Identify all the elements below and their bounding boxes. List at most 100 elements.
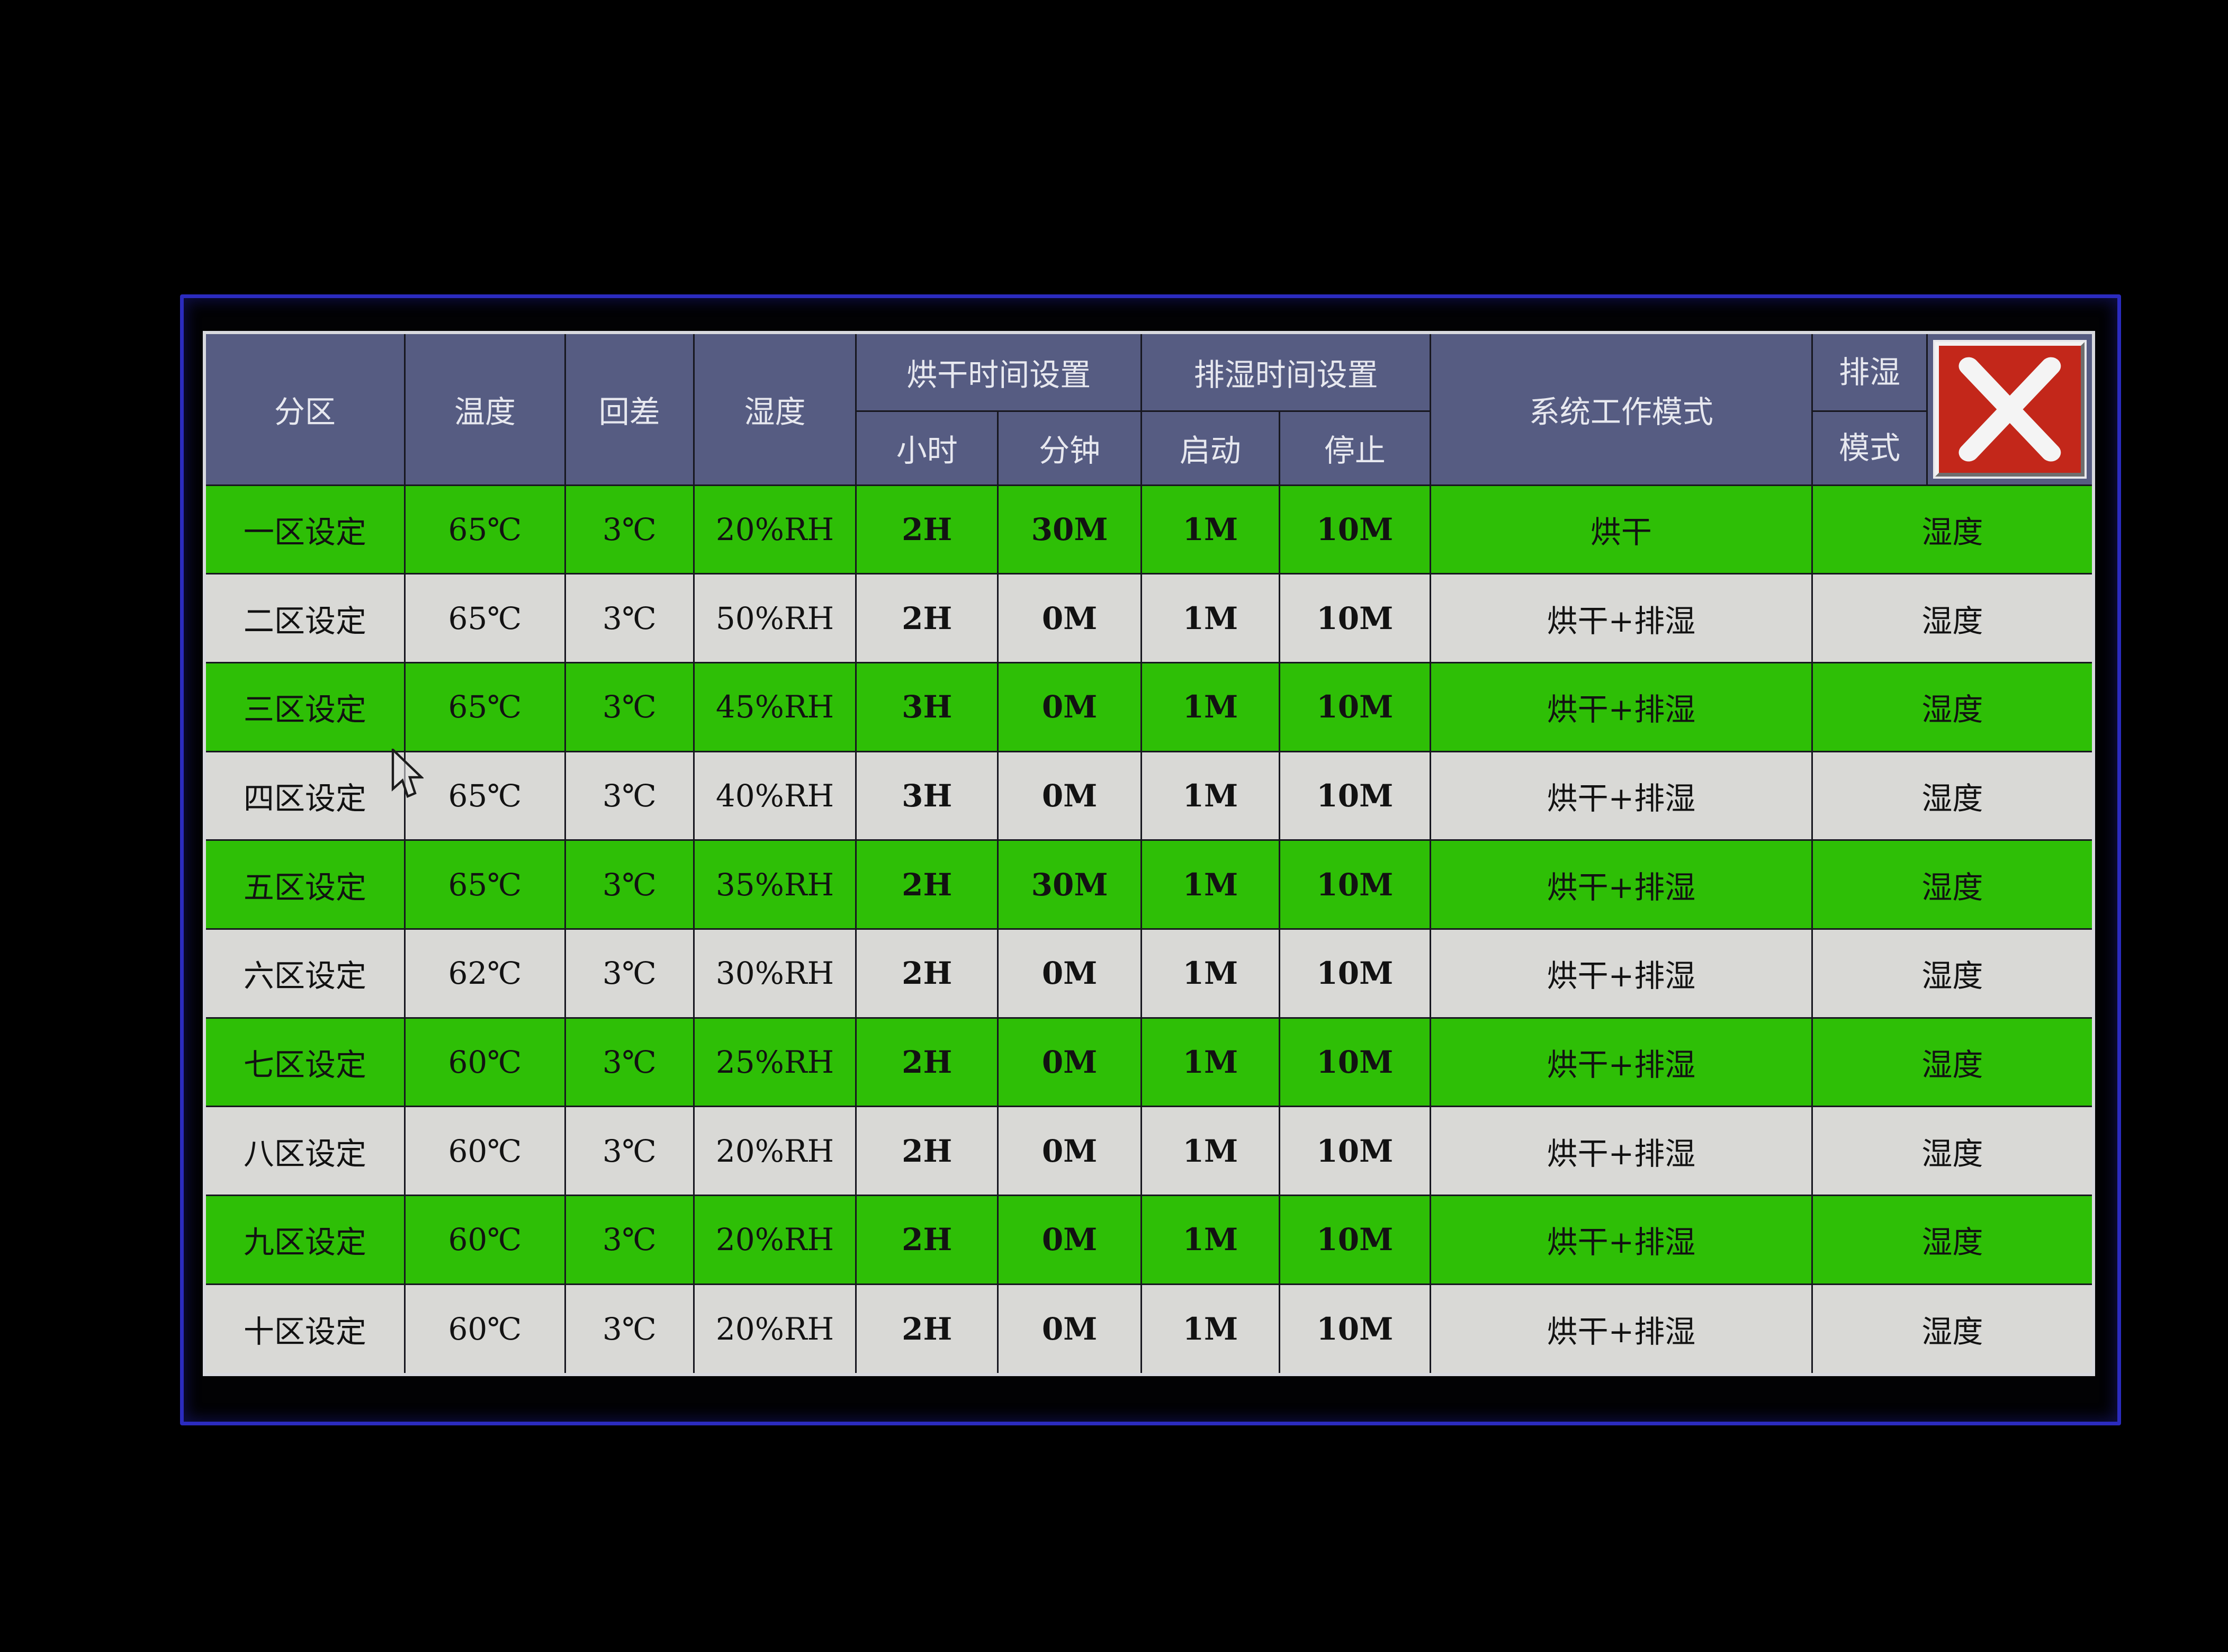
dry-hours-cell[interactable]: 2H [855, 1195, 999, 1285]
humidity-cell[interactable]: 35%RH [693, 839, 857, 930]
dehumid-start-cell[interactable]: 1M [1140, 1195, 1280, 1285]
dehumid-start-cell[interactable]: 1M [1140, 484, 1280, 575]
dry-minutes-cell[interactable]: 0M [997, 573, 1143, 663]
system-mode-cell[interactable]: 烘干+排湿 [1430, 1106, 1813, 1197]
system-mode-cell[interactable]: 烘干+排湿 [1430, 839, 1813, 930]
humidity-cell[interactable]: 50%RH [693, 573, 857, 663]
dry-minutes-cell[interactable]: 0M [997, 928, 1143, 1019]
dehumid-start-cell[interactable]: 1M [1140, 661, 1280, 752]
temperature-cell[interactable]: 65℃ [403, 573, 566, 663]
zone-cell: 四区设定 [203, 750, 406, 841]
humidity-cell[interactable]: 20%RH [693, 1106, 857, 1197]
dehumid-start-cell[interactable]: 1M [1140, 1106, 1280, 1197]
humidity-cell[interactable]: 40%RH [693, 750, 857, 841]
hysteresis-cell[interactable]: 3℃ [564, 1017, 695, 1108]
dehumid-mode-cell[interactable]: 湿度 [1811, 661, 2095, 752]
dehumid-stop-cell[interactable]: 10M [1278, 661, 1432, 752]
system-mode-cell[interactable]: 烘干+排湿 [1430, 661, 1813, 752]
dry-hours-cell[interactable]: 2H [855, 1017, 999, 1108]
dry-minutes-cell[interactable]: 0M [997, 1106, 1143, 1197]
hysteresis-cell[interactable]: 3℃ [564, 573, 695, 663]
dry-hours-cell[interactable]: 2H [855, 928, 999, 1019]
dehumid-stop-cell[interactable]: 10M [1278, 573, 1432, 663]
hysteresis-cell[interactable]: 3℃ [564, 1283, 695, 1376]
temperature-cell[interactable]: 65℃ [403, 750, 566, 841]
dehumid-mode-cell[interactable]: 湿度 [1811, 1283, 2095, 1376]
system-mode-cell[interactable]: 烘干+排湿 [1430, 928, 1813, 1019]
zone-cell: 八区设定 [203, 1106, 406, 1197]
temperature-cell[interactable]: 60℃ [403, 1106, 566, 1197]
table-row-zone1: 一区设定 65℃ 3℃ 20%RH 2H 30M 1M 10M 烘干 湿度 [203, 484, 2095, 575]
dehumid-stop-cell[interactable]: 10M [1278, 1106, 1432, 1197]
system-mode-cell[interactable]: 烘干+排湿 [1430, 750, 1813, 841]
close-button[interactable] [1933, 339, 2087, 479]
system-mode-cell[interactable]: 烘干+排湿 [1430, 1283, 1813, 1376]
dehumid-mode-cell[interactable]: 湿度 [1811, 484, 2095, 575]
dehumid-start-cell[interactable]: 1M [1140, 1283, 1280, 1376]
dehumid-mode-cell[interactable]: 湿度 [1811, 573, 2095, 663]
dehumid-stop-cell[interactable]: 10M [1278, 928, 1432, 1019]
humidity-cell[interactable]: 20%RH [693, 1195, 857, 1285]
dehumid-mode-cell[interactable]: 湿度 [1811, 1195, 2095, 1285]
table-header: 分区 温度 回差 湿度 烘干时间设置 排湿时间设置 系统工作模式 排湿 小时 分… [203, 331, 2095, 486]
dehumid-mode-cell[interactable]: 湿度 [1811, 750, 2095, 841]
dry-hours-cell[interactable]: 3H [855, 750, 999, 841]
table-row-zone5: 五区设定 65℃ 3℃ 35%RH 2H 30M 1M 10M 烘干+排湿 湿度 [203, 839, 2095, 930]
dehumid-mode-cell[interactable]: 湿度 [1811, 1017, 2095, 1108]
dehumid-start-cell[interactable]: 1M [1140, 573, 1280, 663]
close-button-cell [1926, 331, 2095, 486]
dehumid-stop-cell[interactable]: 10M [1278, 1283, 1432, 1376]
temperature-cell[interactable]: 60℃ [403, 1017, 566, 1108]
temperature-cell[interactable]: 60℃ [403, 1283, 566, 1376]
header-temperature: 温度 [403, 331, 566, 486]
hysteresis-cell[interactable]: 3℃ [564, 750, 695, 841]
dehumid-stop-cell[interactable]: 10M [1278, 750, 1432, 841]
dry-hours-cell[interactable]: 2H [855, 1106, 999, 1197]
hysteresis-cell[interactable]: 3℃ [564, 1106, 695, 1197]
temperature-cell[interactable]: 65℃ [403, 839, 566, 930]
dry-minutes-cell[interactable]: 0M [997, 1017, 1143, 1108]
dehumid-start-cell[interactable]: 1M [1140, 839, 1280, 930]
dry-minutes-cell[interactable]: 30M [997, 839, 1143, 930]
temperature-cell[interactable]: 65℃ [403, 484, 566, 575]
humidity-cell[interactable]: 30%RH [693, 928, 857, 1019]
dehumid-mode-cell[interactable]: 湿度 [1811, 839, 2095, 930]
hysteresis-cell[interactable]: 3℃ [564, 661, 695, 752]
dehumid-stop-cell[interactable]: 10M [1278, 484, 1432, 575]
table-row-zone3: 三区设定 65℃ 3℃ 45%RH 3H 0M 1M 10M 烘干+排湿 湿度 [203, 661, 2095, 752]
humidity-cell[interactable]: 20%RH [693, 1283, 857, 1376]
humidity-cell[interactable]: 20%RH [693, 484, 857, 575]
temperature-cell[interactable]: 65℃ [403, 661, 566, 752]
dehumid-start-cell[interactable]: 1M [1140, 928, 1280, 1019]
dehumid-start-cell[interactable]: 1M [1140, 750, 1280, 841]
dry-hours-cell[interactable]: 3H [855, 661, 999, 752]
dehumid-mode-cell[interactable]: 湿度 [1811, 1106, 2095, 1197]
dry-hours-cell[interactable]: 2H [855, 573, 999, 663]
dry-minutes-cell[interactable]: 30M [997, 484, 1143, 575]
dry-minutes-cell[interactable]: 0M [997, 750, 1143, 841]
dry-hours-cell[interactable]: 2H [855, 484, 999, 575]
temperature-cell[interactable]: 62℃ [403, 928, 566, 1019]
temperature-cell[interactable]: 60℃ [403, 1195, 566, 1285]
humidity-cell[interactable]: 45%RH [693, 661, 857, 752]
dry-minutes-cell[interactable]: 0M [997, 661, 1143, 752]
hysteresis-cell[interactable]: 3℃ [564, 1195, 695, 1285]
hysteresis-cell[interactable]: 3℃ [564, 484, 695, 575]
dehumid-mode-cell[interactable]: 湿度 [1811, 928, 2095, 1019]
system-mode-cell[interactable]: 烘干+排湿 [1430, 573, 1813, 663]
header-dry-time-group: 烘干时间设置 [855, 331, 1143, 412]
dehumid-start-cell[interactable]: 1M [1140, 1017, 1280, 1108]
dry-hours-cell[interactable]: 2H [855, 1283, 999, 1376]
humidity-cell[interactable]: 25%RH [693, 1017, 857, 1108]
dry-minutes-cell[interactable]: 0M [997, 1195, 1143, 1285]
dehumid-stop-cell[interactable]: 10M [1278, 1017, 1432, 1108]
dry-minutes-cell[interactable]: 0M [997, 1283, 1143, 1376]
system-mode-cell[interactable]: 烘干+排湿 [1430, 1195, 1813, 1285]
hysteresis-cell[interactable]: 3℃ [564, 928, 695, 1019]
dehumid-stop-cell[interactable]: 10M [1278, 1195, 1432, 1285]
dehumid-stop-cell[interactable]: 10M [1278, 839, 1432, 930]
dry-hours-cell[interactable]: 2H [855, 839, 999, 930]
system-mode-cell[interactable]: 烘干 [1430, 484, 1813, 575]
system-mode-cell[interactable]: 烘干+排湿 [1430, 1017, 1813, 1108]
hysteresis-cell[interactable]: 3℃ [564, 839, 695, 930]
